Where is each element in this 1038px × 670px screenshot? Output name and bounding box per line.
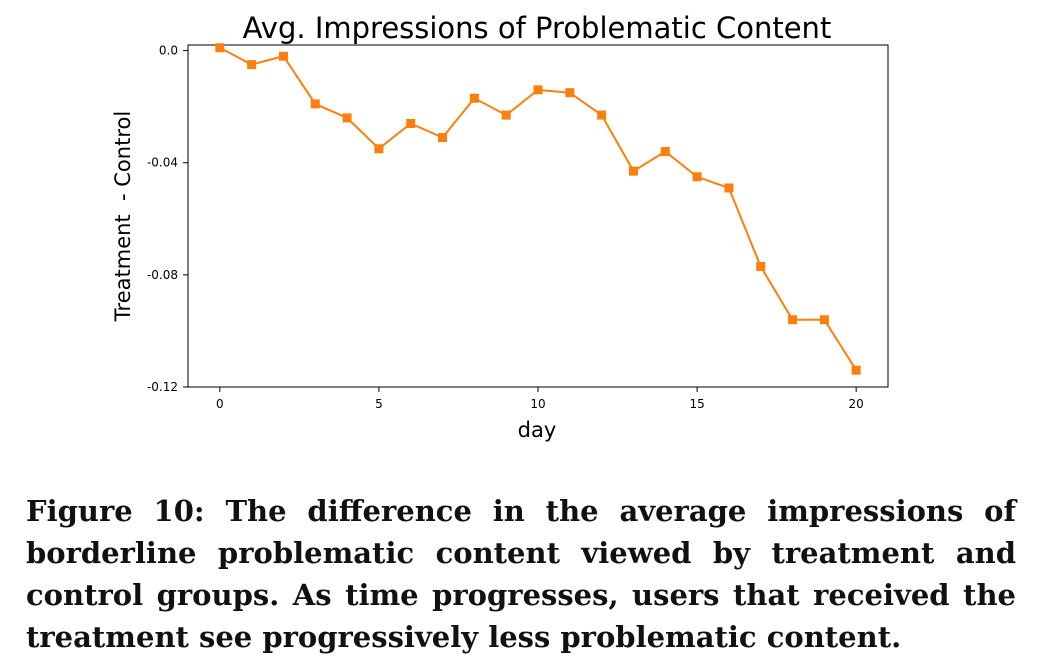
y-axis-label: Treatment - Control: [111, 111, 135, 322]
data-point-day-5: [374, 144, 384, 154]
data-point-day-10: [533, 85, 543, 95]
data-point-day-1: [247, 60, 257, 70]
data-point-day-7: [438, 133, 448, 143]
y-tick-label: -0.04: [147, 156, 178, 170]
data-point-day-20: [851, 365, 861, 375]
figure-caption: Figure 10: The difference in the average…: [26, 494, 1016, 654]
x-tick-label: 0: [216, 397, 224, 411]
y-tick-label: -0.12: [147, 380, 178, 394]
data-point-day-11: [565, 88, 575, 98]
data-point-day-8: [469, 93, 479, 103]
x-axis-label: day: [518, 418, 557, 442]
data-point-day-15: [692, 172, 702, 182]
y-axis: 0.0 -0.04 -0.08 -0.12: [147, 44, 188, 394]
plot-area: [187, 44, 889, 388]
data-point-day-14: [660, 147, 670, 157]
chart-title: Avg. Impressions of Problematic Content: [243, 11, 832, 45]
x-tick-label: 15: [689, 397, 704, 411]
data-point-day-18: [788, 315, 798, 325]
chart-figure: Avg. Impressions of Problematic Content …: [111, 11, 889, 442]
data-point-day-0: [215, 43, 225, 53]
data-point-day-13: [628, 166, 638, 176]
data-point-day-9: [501, 110, 511, 120]
y-tick-label: -0.08: [147, 268, 178, 282]
data-point-day-6: [406, 118, 416, 128]
x-axis: 0 5 10 15 20: [216, 387, 864, 411]
data-point-day-19: [819, 315, 829, 325]
series-line: [219, 46, 858, 371]
data-point-day-2: [278, 51, 288, 61]
series-markers: [215, 43, 861, 375]
x-tick-label: 20: [849, 397, 864, 411]
data-point-day-3: [310, 99, 320, 109]
y-tick-label: 0.0: [159, 44, 178, 58]
data-point-day-16: [724, 183, 734, 193]
x-tick-label: 5: [375, 397, 383, 411]
data-point-day-4: [342, 113, 352, 123]
line-chart: Avg. Impressions of Problematic Content …: [111, 11, 889, 442]
x-tick-label: 10: [530, 397, 545, 411]
data-point-day-17: [756, 261, 766, 271]
data-point-day-12: [597, 110, 607, 120]
